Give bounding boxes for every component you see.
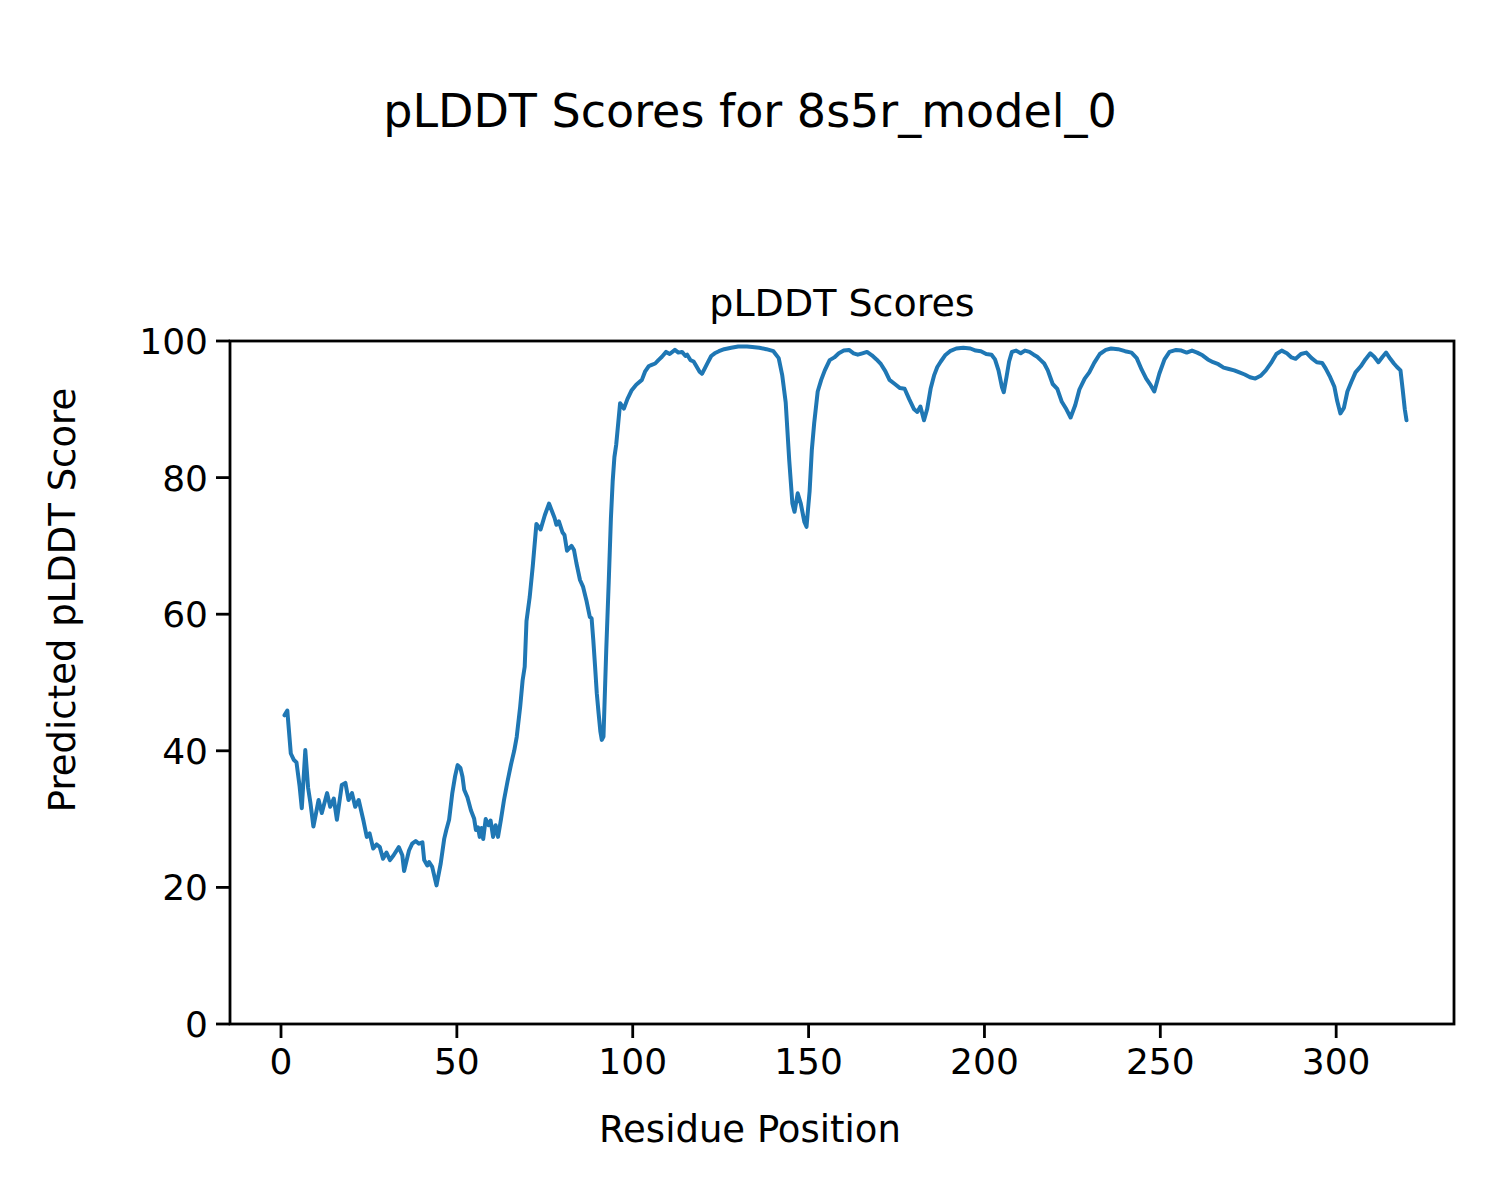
x-tick-label: 50 bbox=[434, 1041, 480, 1082]
x-tick-label: 0 bbox=[270, 1041, 293, 1082]
plot-area-svg: 0 50 100 150 200 250 300 0 20 40 60 80 100 bbox=[0, 0, 1500, 1200]
x-tick-label: 300 bbox=[1302, 1041, 1371, 1082]
x-tick-label: 100 bbox=[598, 1041, 667, 1082]
y-tick-label: 80 bbox=[162, 458, 208, 499]
y-tick-label: 0 bbox=[185, 1004, 208, 1045]
y-tick-label: 100 bbox=[139, 321, 208, 362]
y-tick-label: 40 bbox=[162, 731, 208, 772]
y-tick-label: 60 bbox=[162, 594, 208, 635]
x-tick-label: 150 bbox=[774, 1041, 843, 1082]
y-tick-label: 20 bbox=[162, 867, 208, 908]
x-tick-label: 200 bbox=[950, 1041, 1019, 1082]
plddt-line bbox=[285, 347, 1407, 886]
x-tick-label: 250 bbox=[1126, 1041, 1195, 1082]
figure: pLDDT Scores for 8s5r_model_0 pLDDT Scor… bbox=[0, 0, 1500, 1200]
x-axis-label: Residue Position bbox=[0, 1108, 1500, 1151]
axes-spines bbox=[230, 341, 1454, 1024]
y-axis-label: Predicted pLDDT Score bbox=[41, 388, 84, 813]
